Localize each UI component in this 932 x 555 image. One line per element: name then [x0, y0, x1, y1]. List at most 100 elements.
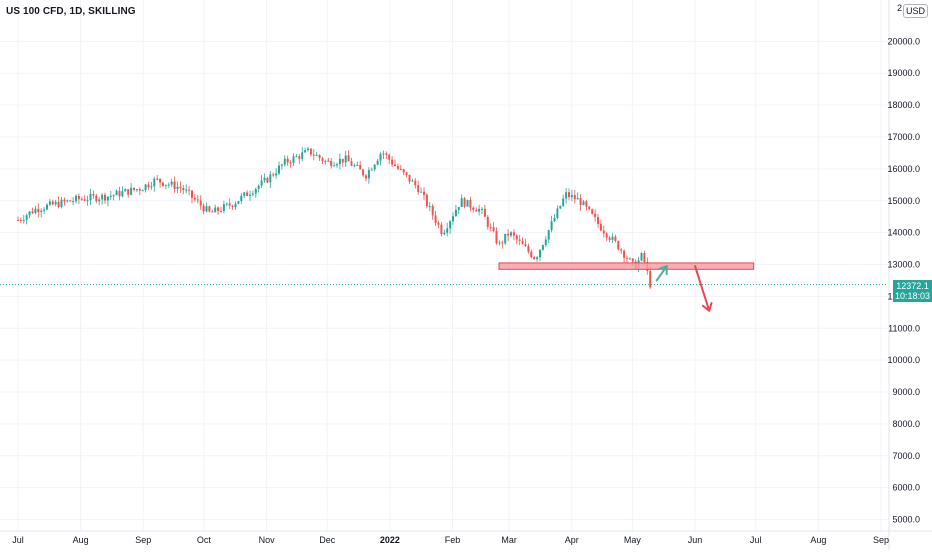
candle-down — [568, 188, 570, 201]
candle-down — [524, 238, 527, 247]
candle-body — [640, 253, 643, 261]
candle-body — [176, 186, 179, 189]
candle-body — [191, 190, 193, 198]
candle-down — [475, 207, 478, 212]
bar-countdown: 10:18:03 — [894, 291, 931, 301]
candle-down — [191, 190, 193, 204]
candle-body — [541, 245, 544, 250]
arrow-shaft — [694, 265, 711, 312]
candle-up — [373, 163, 376, 172]
y-tick-label: 15000.0 — [887, 196, 920, 206]
arrow-up — [655, 265, 668, 282]
candle-up — [130, 182, 133, 196]
candle-body — [222, 204, 225, 211]
candle-down — [521, 237, 524, 245]
candle-down — [489, 223, 492, 232]
candle-body — [338, 158, 341, 165]
candle-up — [541, 244, 544, 251]
candle-body — [162, 182, 164, 186]
candle-body — [486, 216, 489, 227]
candle-body — [620, 249, 623, 251]
candle-down — [162, 182, 164, 187]
candle-body — [562, 198, 565, 206]
candle-down — [199, 195, 202, 210]
candle-body — [341, 158, 344, 163]
candle-down — [220, 206, 222, 213]
candle-up — [135, 188, 138, 192]
candle-body — [614, 236, 617, 242]
candle-body — [396, 165, 399, 169]
candle-down — [501, 240, 504, 249]
candle-up — [185, 184, 188, 194]
candle-body — [533, 257, 536, 260]
candle-up — [106, 196, 109, 207]
candle-up — [214, 204, 217, 213]
candle-up — [367, 167, 370, 184]
candle-body — [469, 199, 472, 208]
candle-up — [370, 167, 373, 171]
candle-body — [34, 208, 37, 214]
candle-body — [167, 184, 170, 186]
candle-body — [521, 240, 524, 245]
candle-up — [336, 162, 338, 168]
candle-body — [391, 159, 394, 165]
candle-up — [254, 187, 257, 198]
candle-down — [57, 196, 60, 209]
candle-up — [382, 150, 385, 160]
candle-body — [17, 219, 19, 221]
candle-body — [196, 199, 199, 201]
x-tick-label: May — [624, 535, 642, 545]
y-tick-label: 7000.0 — [892, 451, 920, 461]
candle-body — [515, 235, 518, 240]
candle-body — [605, 233, 608, 238]
currency-selector[interactable]: USD — [903, 4, 929, 18]
candle-body — [373, 164, 376, 170]
last-price-value: 12372.1 — [896, 281, 929, 291]
candle-up — [112, 194, 115, 201]
candle-body — [568, 192, 570, 198]
candle-up — [498, 240, 501, 246]
candle-up — [170, 178, 173, 188]
candle-body — [66, 200, 69, 202]
candle-up — [582, 199, 585, 206]
candle-up — [28, 211, 31, 219]
candle-body — [376, 160, 379, 165]
candle-up — [150, 182, 153, 190]
candle-down — [483, 204, 486, 217]
candle-up — [22, 214, 25, 224]
candle-up — [278, 161, 280, 176]
candle-up — [428, 202, 431, 212]
candle-up — [356, 161, 359, 167]
candle-body — [504, 233, 507, 244]
y-tick-label: 17000.0 — [887, 132, 920, 142]
candle-body — [28, 211, 31, 216]
candle-up — [376, 158, 379, 166]
x-tick-label: Jul — [750, 535, 762, 545]
candle-body — [77, 195, 80, 200]
candle-body — [124, 189, 127, 192]
candle-body — [295, 156, 298, 158]
candle-body — [524, 244, 527, 247]
candle-up — [466, 199, 469, 207]
candle-body — [159, 178, 162, 183]
candle-up — [611, 233, 614, 243]
candle-body — [188, 189, 191, 191]
candle-body — [405, 172, 408, 175]
candle-body — [417, 185, 420, 193]
candle-body — [481, 208, 483, 210]
candle-down — [602, 225, 605, 238]
candle-body — [443, 232, 446, 235]
candle-body — [344, 155, 347, 163]
x-tick-label: Mar — [501, 535, 517, 545]
candle-up — [307, 146, 309, 152]
candle-up — [263, 173, 266, 183]
candle-down — [231, 204, 234, 210]
candle-down — [588, 206, 591, 211]
candle-up — [333, 161, 336, 167]
candle-body — [307, 148, 309, 151]
candle-body — [411, 180, 414, 182]
candle-body — [80, 199, 83, 201]
